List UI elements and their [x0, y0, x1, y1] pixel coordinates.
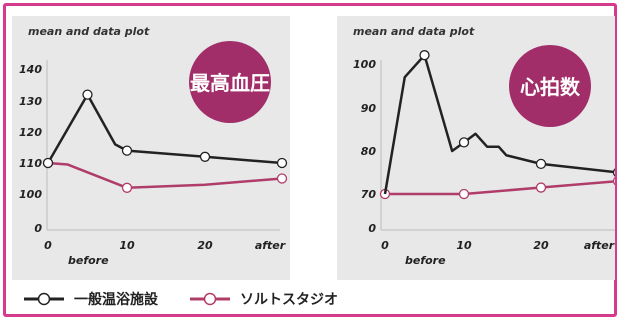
hr-series-0-point	[535, 158, 547, 170]
bp-series-0-point	[199, 151, 211, 162]
hr-x-sublabel: before	[405, 254, 446, 267]
bp-x-sublabel: before	[68, 254, 109, 267]
hr-series-1-point	[612, 176, 615, 186]
legend-swatch-black-icon	[24, 292, 64, 306]
legend-item-salt-studio: ソルトスタジオ	[188, 289, 338, 309]
bp-y-tick-label: 120	[19, 126, 42, 139]
legend-label-general-bath: 一般温浴施設	[74, 292, 158, 308]
hr-badge-label: 心拍数	[520, 75, 581, 99]
hr-series-0-point	[458, 137, 470, 148]
bp-chart-title: mean and data plot	[28, 25, 150, 38]
bp-series-0-point	[276, 157, 288, 169]
chart-legend: 一般温浴施設 ソルトスタジオ	[22, 286, 368, 312]
hr-y-tick-label: 90	[361, 102, 377, 115]
hr-x-tick-label: 20	[533, 239, 549, 252]
bp-y-tick-label: 140	[19, 63, 42, 76]
bp-y-tick-label: 110	[19, 157, 42, 170]
bp-x-tick-label: 10	[119, 239, 135, 252]
hr-x-tick-label: 0	[381, 239, 389, 252]
blood-pressure-chart: mean and data plot 0 100 110 120 130 140 0 10 20 a…	[19, 25, 288, 267]
hr-series-1-point	[535, 182, 547, 193]
bp-y-tick-label: 0	[34, 222, 42, 235]
bp-badge-label: 最高血圧	[190, 71, 270, 95]
hr-series-1-line	[385, 180, 615, 196]
bp-series-0-point	[42, 157, 54, 169]
heart-rate-chart-panel: mean and data plot 0 70 80 90 100 0 10 20 after be…	[337, 16, 615, 280]
hr-y-tick-label: 100	[353, 58, 376, 71]
bp-series-0-line	[46, 93, 283, 165]
hr-x-tick-label: after	[584, 239, 615, 252]
hr-badge-circle	[509, 45, 591, 127]
legend-item-general-bath: 一般温浴施設	[22, 289, 158, 309]
bp-x-tick-label: 0	[44, 239, 52, 252]
chart-frame: mean and data plot 0 100 110 120 130 140 0 10 20 a…	[3, 3, 617, 317]
bp-series-1-line	[47, 161, 283, 190]
hr-series-1-point	[458, 188, 470, 200]
bp-series-1-point	[276, 173, 288, 184]
bp-y-tick-label: 100	[19, 188, 42, 201]
bp-series-1-point	[121, 182, 133, 193]
bp-y-tick-label: 130	[19, 95, 42, 108]
hr-series-0-line	[383, 53, 615, 195]
legend-swatch-pink-icon	[190, 292, 230, 306]
hr-series-0-point	[612, 168, 615, 177]
hr-y-tick-label: 0	[368, 222, 376, 235]
bp-x-tick-label: 20	[197, 239, 213, 252]
hr-y-tick-label: 80	[361, 145, 377, 158]
bp-series-0-point	[121, 145, 133, 156]
hr-series-0-point	[419, 50, 430, 61]
heart-rate-chart: mean and data plot 0 70 80 90 100 0 10 20 after be…	[353, 25, 615, 267]
bp-x-tick-label: after	[255, 239, 286, 252]
hr-chart-title: mean and data plot	[353, 25, 475, 38]
hr-y-tick-label: 70	[361, 188, 377, 201]
legend-label-salt-studio: ソルトスタジオ	[240, 292, 338, 308]
bp-badge-circle	[189, 41, 271, 123]
blood-pressure-chart-panel: mean and data plot 0 100 110 120 130 140 0 10 20 a…	[12, 16, 290, 280]
hr-x-tick-label: 10	[456, 239, 472, 252]
bp-series-0-point	[82, 89, 93, 100]
